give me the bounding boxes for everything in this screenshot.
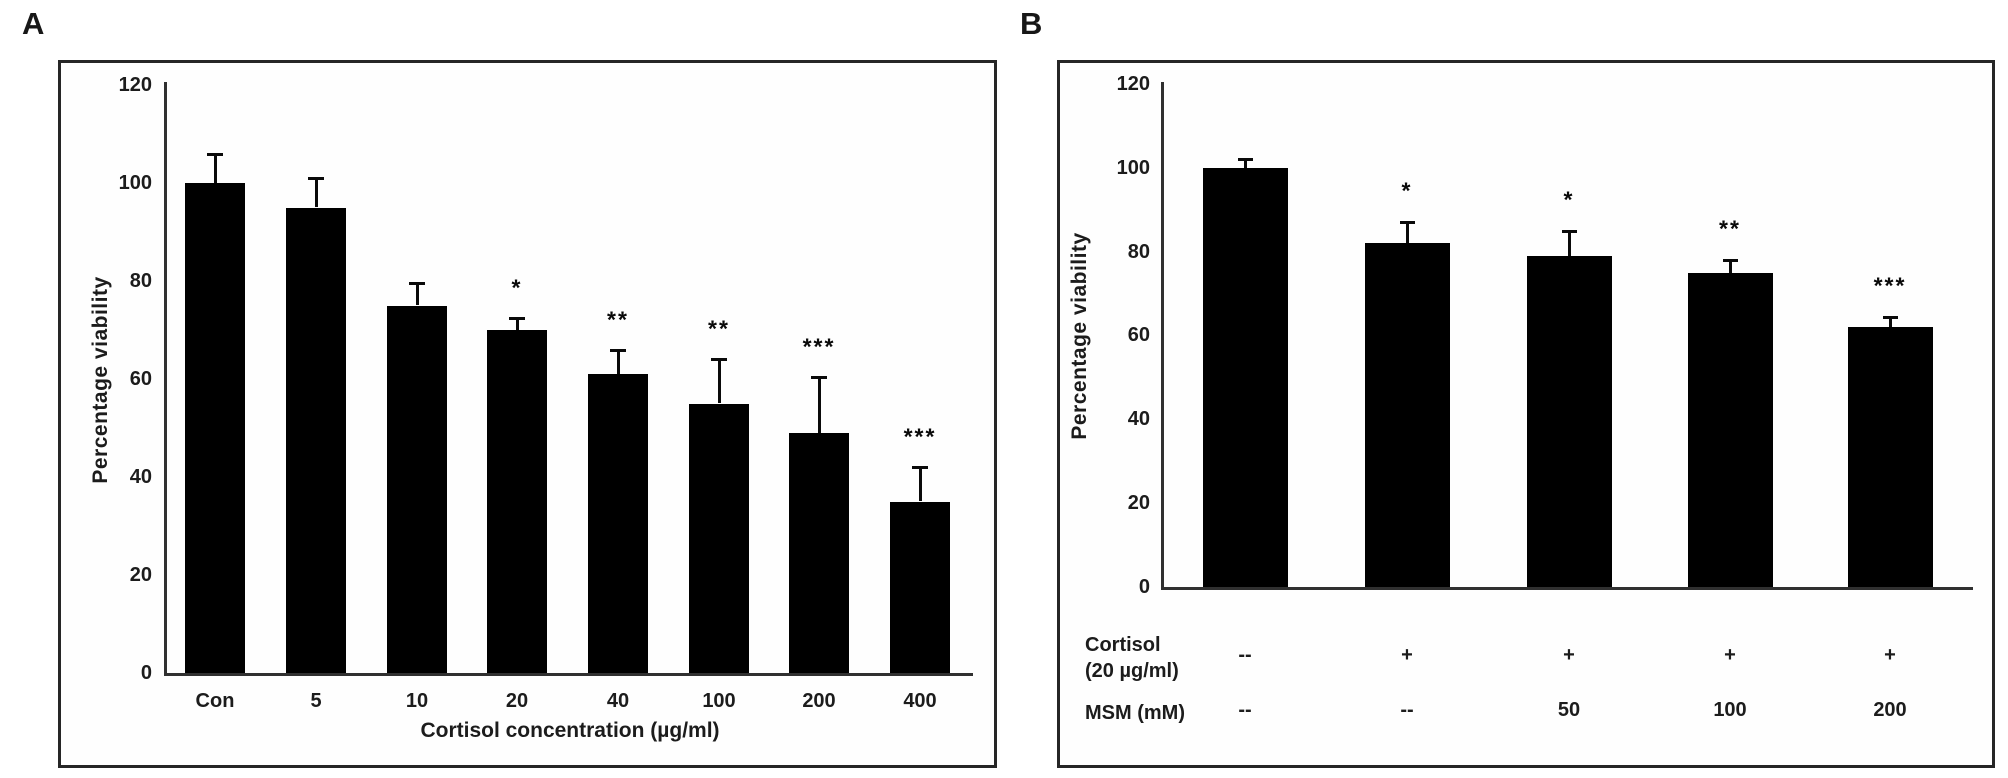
condition-value: +	[1401, 644, 1413, 666]
y-tick-label: 100	[118, 172, 152, 194]
bar	[1687, 272, 1773, 587]
bar	[689, 403, 749, 673]
condition-value: --	[1400, 699, 1414, 721]
y-tick-label: 80	[1127, 240, 1150, 263]
error-bar-cap	[1237, 158, 1253, 162]
y-tick-label: 120	[118, 74, 152, 96]
error-bar-cap	[207, 152, 223, 156]
error-bar-whisker	[817, 376, 821, 433]
error-bar-cap	[409, 282, 425, 286]
condition-value: 100	[1713, 699, 1747, 721]
x-category-label: 200	[802, 690, 836, 712]
x-axis-line	[1161, 587, 1973, 590]
condition-row-label-msm: MSM (mM)	[1085, 700, 1185, 726]
error-bar-whisker	[918, 467, 922, 502]
bar	[1364, 243, 1450, 587]
condition-row-label-cortisol-line2: (20 µg/ml)	[1085, 660, 1179, 682]
error-bar-cap	[1561, 229, 1577, 233]
condition-row-label-cortisol: Cortisol (20 µg/ml)	[1085, 632, 1179, 684]
bar	[286, 207, 346, 673]
bar	[1526, 255, 1612, 587]
y-tick-label: 20	[1127, 492, 1150, 515]
x-category-label: Con	[195, 690, 235, 712]
error-bar-whisker	[213, 153, 217, 183]
error-bar-cap	[811, 375, 827, 379]
significance-stars: *	[1563, 186, 1575, 213]
x-category-label: 100	[702, 690, 736, 712]
significance-stars: ***	[1873, 272, 1907, 299]
x-category-label: 40	[606, 690, 630, 712]
error-bar-cap	[912, 466, 928, 470]
condition-value: --	[1238, 699, 1252, 721]
error-bar-cap	[1882, 315, 1898, 319]
error-bar-whisker	[515, 317, 519, 330]
y-tick-label: 20	[129, 564, 152, 586]
error-bar-whisker	[1567, 230, 1571, 256]
bar	[387, 305, 447, 673]
condition-value: 200	[1873, 699, 1907, 721]
bar	[588, 374, 648, 673]
y-tick-label: 60	[1127, 324, 1150, 347]
significance-stars: *	[511, 274, 523, 301]
significance-stars: ***	[903, 423, 937, 450]
panel-b-label: B	[1020, 6, 1043, 41]
chart-a-x-axis-title: Cortisol concentration (µg/ml)	[420, 719, 720, 742]
y-tick-label: 40	[129, 466, 152, 488]
condition-value: +	[1563, 644, 1575, 666]
bar	[789, 432, 849, 673]
error-bar-whisker	[717, 359, 721, 404]
condition-value: 50	[1557, 699, 1581, 721]
error-bar-whisker	[1888, 316, 1892, 328]
error-bar-cap	[1399, 221, 1415, 225]
condition-value: +	[1884, 644, 1896, 666]
y-axis-line	[1161, 82, 1164, 590]
bar	[1847, 327, 1933, 587]
significance-stars: **	[1719, 215, 1741, 242]
significance-stars: *	[1401, 177, 1413, 204]
y-tick-label: 100	[1116, 156, 1150, 179]
error-bar-cap	[308, 177, 324, 181]
error-bar-whisker	[1405, 222, 1409, 244]
condition-value: +	[1724, 644, 1736, 666]
y-tick-label: 80	[129, 270, 152, 292]
y-tick-label: 40	[1127, 408, 1150, 431]
panel-a-label: A	[22, 6, 45, 41]
error-bar-whisker	[1728, 260, 1732, 273]
error-bar-cap	[509, 316, 525, 320]
error-bar-whisker	[415, 283, 419, 306]
error-bar-cap	[610, 348, 626, 352]
error-bar-cap	[711, 358, 727, 362]
x-axis-line	[164, 673, 973, 676]
y-tick-label: 120	[1116, 72, 1150, 95]
error-bar-whisker	[1243, 159, 1247, 168]
error-bar-whisker	[314, 178, 318, 208]
bar	[890, 501, 950, 673]
error-bar-whisker	[616, 349, 620, 375]
condition-value: --	[1238, 644, 1252, 666]
bar	[185, 183, 245, 673]
significance-stars: **	[607, 306, 629, 333]
error-bar-cap	[1722, 259, 1738, 263]
condition-row-label-msm-line1: MSM (mM)	[1085, 702, 1185, 724]
x-category-label: 10	[405, 690, 429, 712]
y-axis-line	[164, 82, 167, 676]
y-tick-label: 0	[1138, 576, 1150, 598]
significance-stars: **	[708, 315, 730, 342]
x-category-label: 20	[505, 690, 529, 712]
y-tick-label: 60	[129, 368, 152, 390]
bar	[487, 330, 547, 673]
bar	[1202, 167, 1288, 587]
x-category-label: 5	[310, 690, 322, 712]
condition-row-label-cortisol-line1: Cortisol	[1085, 634, 1161, 656]
y-tick-label: 0	[140, 662, 152, 684]
significance-stars: ***	[802, 333, 836, 360]
x-category-label: 400	[903, 690, 937, 712]
